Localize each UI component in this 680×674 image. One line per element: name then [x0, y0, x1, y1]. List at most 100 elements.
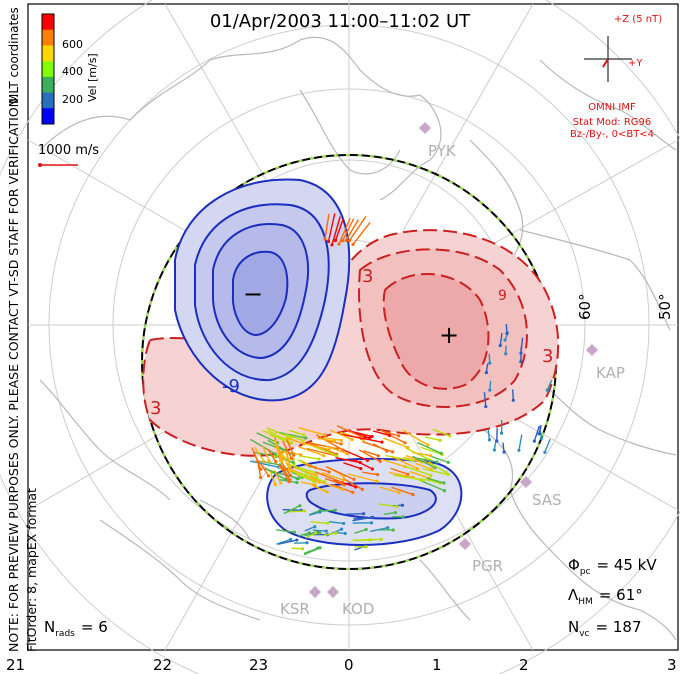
velocity-vector: [378, 503, 397, 508]
velocity-vector: [298, 473, 315, 483]
radar-label-kap: KAP: [596, 364, 625, 382]
velocity-vector: [485, 363, 489, 373]
scale-tick-600: 600: [62, 38, 83, 51]
coastlines: [39, 36, 677, 641]
velocity-vector: [321, 472, 344, 481]
velocity-vector: [323, 532, 336, 537]
velocity-vector: [352, 221, 371, 245]
velocity-vector: [286, 439, 295, 456]
velocity-vector: [286, 510, 305, 513]
fit-order-info: FitOrder: 8, mapEX format: [24, 488, 39, 652]
velocity-vector: [276, 538, 291, 545]
velocity-vector: [311, 484, 328, 493]
velocity-vector: [251, 447, 259, 462]
imf-y-axis-label: +Y: [628, 58, 643, 69]
velocity-vector: [336, 425, 362, 438]
velocity-vector: [317, 437, 335, 442]
velocity-vector: [348, 215, 367, 241]
velocity-vector: [343, 462, 362, 470]
imf-vector: [602, 58, 609, 68]
velocity-vector: [488, 353, 491, 364]
positive-contour-label-1: 3: [150, 398, 161, 419]
mlt-label-22: 22: [153, 656, 172, 674]
velocity-vector: [483, 392, 487, 407]
velocity-vector: [323, 436, 342, 442]
velocity-vector: [298, 532, 310, 537]
velocity-vector: [303, 547, 318, 554]
velocity-vector: [347, 473, 378, 482]
velocity-vector: [298, 426, 325, 436]
velocity-vector: [306, 447, 337, 457]
velocity-vector: [261, 445, 270, 462]
positive-potential-cell: + 3 3 3 9: [142, 229, 560, 457]
velocity-vector: [269, 471, 277, 485]
velocity-vector: [379, 486, 400, 494]
radar-label-ksr: KSR: [280, 600, 310, 618]
colour-bar-block: [42, 108, 54, 125]
velocity-vector: [260, 463, 270, 477]
colour-bar-frame: [41, 13, 55, 125]
velocity-vector: [512, 389, 514, 401]
velocity-vector: [305, 443, 330, 451]
velocity-vector: [404, 465, 432, 476]
velocity-vector: [546, 379, 553, 391]
velocity-vector: [285, 462, 316, 474]
velocity-vector: [277, 539, 298, 545]
mlt-label-2: 2: [519, 656, 529, 674]
velocity-vector: [326, 445, 348, 455]
velocity-vector: [267, 448, 277, 463]
velocity-vector: [533, 425, 540, 442]
velocity-vector: [429, 462, 447, 473]
vector-origin: [324, 529, 328, 533]
scale-tick-400: 400: [62, 65, 83, 78]
velocity-vector: [329, 429, 353, 441]
velocity-vector: [273, 440, 283, 462]
velocity-vector: [415, 457, 437, 463]
radar-count: Nrads = 6: [44, 618, 108, 639]
velocity-vector: [324, 213, 330, 240]
velocity-vector: [278, 463, 290, 483]
map-title: 01/Apr/2003 11:00–11:02 UT: [210, 11, 471, 32]
velocity-vector: [324, 477, 345, 486]
mlt-label-23: 23: [249, 656, 268, 674]
vector-origin: [343, 531, 347, 536]
velocity-vector: [389, 471, 414, 479]
colour-bar-block: [42, 61, 54, 78]
velocity-vector: [425, 478, 441, 484]
velocity-vector: [311, 521, 328, 524]
vector-origin: [300, 547, 305, 551]
velocity-vector: [382, 437, 409, 449]
velocity-vector: [417, 441, 442, 454]
velocity-vector: [342, 477, 363, 490]
velocity-vector: [383, 511, 396, 516]
radar-marker-sas: [520, 476, 532, 488]
velocity-vector: [502, 442, 505, 453]
negative-potential-cell: − -9: [174, 178, 351, 402]
velocity-vector: [250, 460, 279, 468]
negative-contour-4: [231, 250, 289, 337]
velocity-vector: [383, 430, 399, 437]
colour-bar-block: [42, 14, 54, 31]
velocity-vector: [285, 450, 293, 472]
velocity-vector: [544, 439, 551, 453]
coordinate-system-label: MLT coordinates: [7, 7, 21, 104]
velocity-vector: [281, 450, 301, 456]
velocity-vector: [338, 433, 362, 439]
mlt-axis: 21 22 23 0 1 2 3: [6, 656, 677, 674]
velocity-vector: [280, 464, 291, 481]
velocity-vector: [305, 532, 317, 539]
imf-stat-model: Stat Mod: RG96: [573, 117, 652, 128]
velocity-vector: [319, 509, 336, 512]
velocity-vector: [256, 460, 281, 466]
velocity-vector: [505, 323, 508, 334]
velocity-vector: [432, 428, 451, 437]
velocity-vector: [256, 432, 278, 444]
velocity-vector: [352, 539, 371, 542]
velocity-vector: [273, 469, 282, 484]
mlt-label-0: 0: [344, 656, 354, 674]
velocity-vector: [426, 477, 445, 484]
latitude-label-60: 60°: [576, 293, 594, 320]
velocity-vector: [338, 217, 351, 245]
velocity-vector: [341, 218, 355, 242]
